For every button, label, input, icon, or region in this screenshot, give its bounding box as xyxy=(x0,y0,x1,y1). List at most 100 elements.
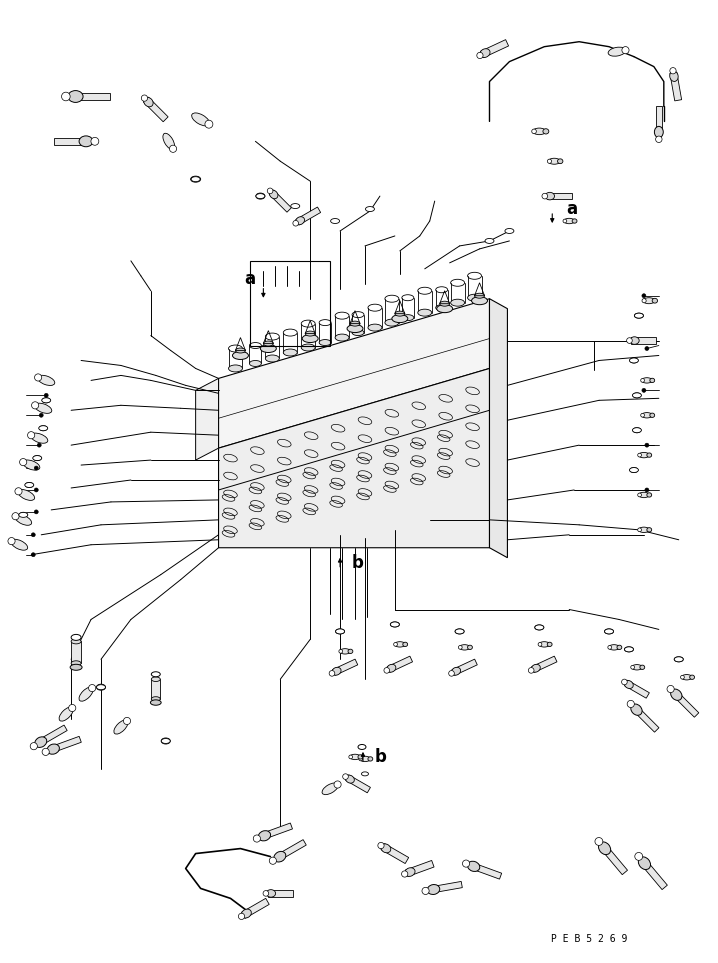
Ellipse shape xyxy=(68,91,83,102)
Ellipse shape xyxy=(70,664,82,670)
Ellipse shape xyxy=(350,321,360,326)
Ellipse shape xyxy=(18,489,34,501)
Ellipse shape xyxy=(595,838,603,846)
Ellipse shape xyxy=(640,378,645,382)
Polygon shape xyxy=(71,641,81,664)
Ellipse shape xyxy=(391,622,399,627)
Polygon shape xyxy=(55,138,89,144)
Ellipse shape xyxy=(274,851,286,862)
Ellipse shape xyxy=(549,158,560,165)
Ellipse shape xyxy=(241,909,251,918)
Ellipse shape xyxy=(633,428,641,432)
Ellipse shape xyxy=(485,239,494,244)
Ellipse shape xyxy=(617,645,622,649)
Ellipse shape xyxy=(365,207,375,212)
Ellipse shape xyxy=(37,376,55,385)
Ellipse shape xyxy=(79,136,93,146)
Polygon shape xyxy=(430,881,462,893)
Ellipse shape xyxy=(19,512,28,517)
Polygon shape xyxy=(37,725,67,746)
Ellipse shape xyxy=(439,301,449,306)
Ellipse shape xyxy=(352,329,364,335)
Ellipse shape xyxy=(322,783,338,794)
Ellipse shape xyxy=(640,413,645,417)
Ellipse shape xyxy=(378,843,384,848)
Ellipse shape xyxy=(12,512,19,520)
Ellipse shape xyxy=(681,675,684,679)
Ellipse shape xyxy=(451,299,465,306)
Ellipse shape xyxy=(638,493,641,497)
Ellipse shape xyxy=(405,868,415,876)
Ellipse shape xyxy=(256,194,265,199)
Ellipse shape xyxy=(359,757,363,761)
Polygon shape xyxy=(470,863,502,879)
Ellipse shape xyxy=(79,688,93,701)
Ellipse shape xyxy=(236,348,246,353)
Ellipse shape xyxy=(59,707,73,721)
Polygon shape xyxy=(531,656,557,672)
Ellipse shape xyxy=(545,193,554,200)
Ellipse shape xyxy=(462,860,470,867)
Polygon shape xyxy=(631,337,656,344)
Ellipse shape xyxy=(144,97,153,107)
Ellipse shape xyxy=(622,46,629,54)
Ellipse shape xyxy=(191,176,200,182)
Ellipse shape xyxy=(42,398,50,403)
Ellipse shape xyxy=(71,638,81,644)
Ellipse shape xyxy=(269,190,278,198)
Polygon shape xyxy=(296,207,321,225)
Ellipse shape xyxy=(475,293,485,299)
Ellipse shape xyxy=(23,460,39,470)
Ellipse shape xyxy=(681,674,692,680)
Ellipse shape xyxy=(647,528,652,532)
Ellipse shape xyxy=(670,71,679,82)
Ellipse shape xyxy=(547,159,551,164)
Ellipse shape xyxy=(645,488,649,492)
Ellipse shape xyxy=(394,641,405,647)
Ellipse shape xyxy=(628,700,634,708)
Ellipse shape xyxy=(638,528,641,532)
Ellipse shape xyxy=(674,657,684,662)
Ellipse shape xyxy=(633,393,641,398)
Polygon shape xyxy=(480,39,508,58)
Text: b: b xyxy=(352,554,364,572)
Ellipse shape xyxy=(15,514,32,525)
Ellipse shape xyxy=(30,742,37,750)
Ellipse shape xyxy=(228,365,243,372)
Polygon shape xyxy=(50,737,81,753)
Ellipse shape xyxy=(19,458,27,466)
Ellipse shape xyxy=(532,129,536,134)
Ellipse shape xyxy=(264,341,274,346)
Ellipse shape xyxy=(624,681,633,689)
Ellipse shape xyxy=(335,629,345,634)
Ellipse shape xyxy=(643,298,655,303)
Ellipse shape xyxy=(267,188,273,194)
Ellipse shape xyxy=(42,748,50,755)
Ellipse shape xyxy=(151,696,160,701)
Ellipse shape xyxy=(572,219,577,223)
Ellipse shape xyxy=(284,349,297,356)
Ellipse shape xyxy=(358,744,366,749)
Ellipse shape xyxy=(449,670,454,676)
Ellipse shape xyxy=(340,649,350,654)
Ellipse shape xyxy=(630,665,635,669)
Ellipse shape xyxy=(402,315,414,321)
Polygon shape xyxy=(195,378,218,460)
Ellipse shape xyxy=(633,393,641,398)
Ellipse shape xyxy=(467,295,482,301)
Ellipse shape xyxy=(329,670,335,676)
Text: b: b xyxy=(375,748,387,766)
Ellipse shape xyxy=(91,138,99,145)
Ellipse shape xyxy=(401,871,408,877)
Ellipse shape xyxy=(543,129,549,134)
Polygon shape xyxy=(269,190,292,212)
Ellipse shape xyxy=(45,393,48,398)
Ellipse shape xyxy=(563,220,567,222)
Ellipse shape xyxy=(330,219,340,223)
Ellipse shape xyxy=(605,629,613,634)
Ellipse shape xyxy=(192,113,210,126)
Ellipse shape xyxy=(630,468,638,473)
Ellipse shape xyxy=(258,831,271,841)
Ellipse shape xyxy=(339,649,342,653)
Ellipse shape xyxy=(437,304,452,313)
